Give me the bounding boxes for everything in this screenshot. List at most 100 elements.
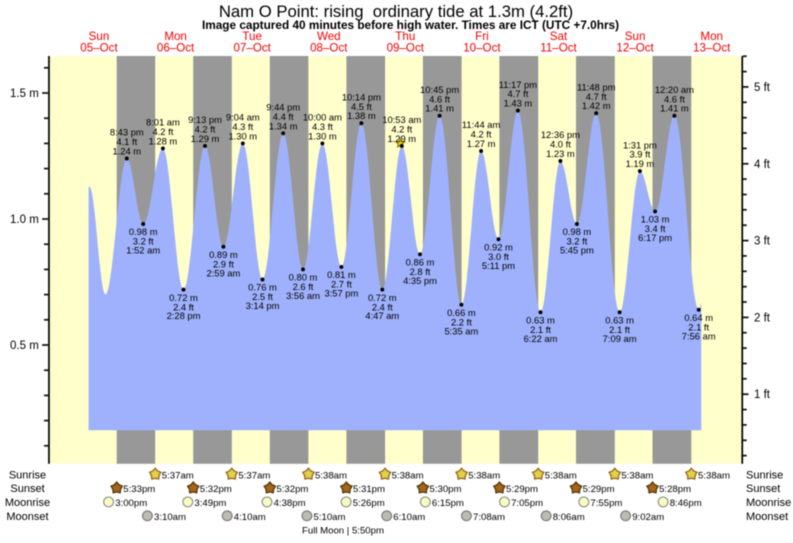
svg-text:3.2 ft: 3.2 ft	[133, 236, 154, 247]
svg-text:1.23 m: 1.23 m	[546, 148, 575, 159]
svg-text:05–Oct: 05–Oct	[80, 42, 118, 55]
svg-text:4.7 ft: 4.7 ft	[507, 88, 528, 99]
svg-text:5:37am: 5:37am	[162, 470, 194, 481]
svg-text:4.1 ft: 4.1 ft	[116, 136, 137, 147]
svg-text:6:17 pm: 6:17 pm	[638, 232, 672, 243]
svg-text:2.1 ft: 2.1 ft	[530, 324, 551, 335]
svg-text:5 ft: 5 ft	[754, 82, 771, 94]
svg-text:4.0 ft: 4.0 ft	[550, 139, 571, 150]
svg-text:07–Oct: 07–Oct	[234, 42, 272, 55]
svg-text:3:00pm: 3:00pm	[115, 498, 147, 509]
svg-text:1:52 am: 1:52 am	[126, 245, 160, 256]
svg-text:Tue: Tue	[242, 30, 262, 43]
svg-text:5:29pm: 5:29pm	[583, 484, 615, 495]
svg-text:12–Oct: 12–Oct	[616, 42, 654, 55]
svg-text:5:37am: 5:37am	[238, 470, 270, 481]
svg-text:0.64 m: 0.64 m	[684, 312, 713, 323]
svg-text:10:00 am: 10:00 am	[303, 112, 342, 123]
svg-text:Sunrise: Sunrise	[746, 469, 783, 481]
svg-text:11:48 pm: 11:48 pm	[577, 81, 616, 92]
svg-text:5:38am: 5:38am	[392, 470, 424, 481]
svg-text:1.38 m: 1.38 m	[347, 110, 376, 121]
svg-text:5:32pm: 5:32pm	[200, 484, 232, 495]
svg-text:5:38am: 5:38am	[698, 470, 730, 481]
svg-text:4:38pm: 4:38pm	[274, 498, 306, 509]
svg-text:1.03 m: 1.03 m	[641, 214, 670, 225]
svg-text:4.7 ft: 4.7 ft	[586, 91, 607, 102]
svg-text:Moonset: Moonset	[746, 511, 788, 523]
svg-text:Sunset: Sunset	[10, 483, 44, 495]
svg-text:1.30 m: 1.30 m	[308, 130, 337, 141]
svg-text:6:22 am: 6:22 am	[524, 333, 558, 344]
svg-text:0.63 m: 0.63 m	[605, 314, 634, 325]
svg-text:1.29 m: 1.29 m	[191, 133, 220, 144]
svg-text:1:31 pm: 1:31 pm	[623, 139, 657, 150]
svg-text:7:08am: 7:08am	[473, 512, 505, 523]
svg-text:0.98 m: 0.98 m	[129, 226, 158, 237]
svg-text:5:30pm: 5:30pm	[430, 484, 462, 495]
svg-text:5:31pm: 5:31pm	[353, 484, 385, 495]
svg-text:5:38am: 5:38am	[468, 470, 500, 481]
svg-text:12:36 pm: 12:36 pm	[541, 129, 580, 140]
svg-text:1.30 m: 1.30 m	[228, 130, 257, 141]
svg-text:5:29pm: 5:29pm	[506, 484, 538, 495]
svg-text:4.3 ft: 4.3 ft	[232, 121, 253, 132]
svg-text:2.4 ft: 2.4 ft	[173, 301, 194, 312]
svg-text:7:05pm: 7:05pm	[511, 498, 543, 509]
svg-text:Moonrise: Moonrise	[746, 497, 791, 509]
svg-text:3:10am: 3:10am	[154, 512, 186, 523]
svg-text:1.43 m: 1.43 m	[504, 98, 533, 109]
svg-text:9:04 am: 9:04 am	[226, 112, 260, 123]
svg-text:1.19 m: 1.19 m	[626, 158, 655, 169]
svg-text:Moonrise: Moonrise	[5, 497, 50, 509]
svg-text:5:45 pm: 5:45 pm	[560, 245, 594, 256]
svg-text:2.1 ft: 2.1 ft	[609, 324, 630, 335]
svg-text:8:46pm: 8:46pm	[670, 498, 702, 509]
svg-text:2.9 ft: 2.9 ft	[213, 258, 234, 269]
svg-text:3:56 am: 3:56 am	[286, 290, 320, 301]
svg-text:8:06am: 8:06am	[553, 512, 585, 523]
svg-text:5:32pm: 5:32pm	[276, 484, 308, 495]
svg-text:5:38am: 5:38am	[545, 470, 577, 481]
svg-text:5:26pm: 5:26pm	[353, 498, 385, 509]
svg-text:2.8 ft: 2.8 ft	[410, 266, 431, 277]
svg-text:11–Oct: 11–Oct	[540, 42, 577, 55]
svg-text:2.1 ft: 2.1 ft	[688, 321, 709, 332]
svg-text:Moonset: Moonset	[6, 511, 48, 523]
svg-text:11:44 am: 11:44 am	[462, 119, 501, 130]
svg-text:3.0 ft: 3.0 ft	[488, 251, 509, 262]
svg-text:7:55pm: 7:55pm	[590, 498, 622, 509]
svg-text:Sunrise: Sunrise	[9, 469, 46, 481]
svg-text:Mon: Mon	[164, 30, 187, 43]
svg-text:Sun: Sun	[89, 30, 110, 43]
svg-text:4.2 ft: 4.2 ft	[152, 126, 173, 137]
svg-text:12:20 am: 12:20 am	[655, 84, 694, 95]
svg-text:0.89 m: 0.89 m	[209, 249, 238, 260]
svg-text:4:47 am: 4:47 am	[365, 310, 399, 321]
svg-text:2.2 ft: 2.2 ft	[451, 316, 472, 327]
svg-text:0.66 m: 0.66 m	[447, 307, 476, 318]
svg-text:13–Oct: 13–Oct	[693, 42, 731, 55]
svg-text:2.4 ft: 2.4 ft	[372, 301, 393, 312]
svg-text:3:57 pm: 3:57 pm	[324, 288, 358, 299]
svg-text:1.34 m: 1.34 m	[269, 120, 298, 131]
svg-text:Full Moon | 5:50pm: Full Moon | 5:50pm	[302, 525, 384, 536]
svg-text:6:10am: 6:10am	[393, 512, 425, 523]
svg-text:10:45 pm: 10:45 pm	[420, 84, 459, 95]
svg-text:3.9 ft: 3.9 ft	[629, 149, 650, 160]
svg-text:2:28 pm: 2:28 pm	[167, 310, 201, 321]
svg-text:1.24 m: 1.24 m	[112, 146, 141, 157]
svg-text:5:28pm: 5:28pm	[659, 484, 691, 495]
svg-text:8:43 pm: 8:43 pm	[110, 127, 144, 138]
svg-text:Wed: Wed	[317, 30, 341, 43]
svg-text:0.72 m: 0.72 m	[169, 292, 198, 303]
svg-text:3.2 ft: 3.2 ft	[566, 236, 587, 247]
svg-text:4.4 ft: 4.4 ft	[273, 111, 294, 122]
svg-text:10:53 am: 10:53 am	[382, 114, 421, 125]
svg-text:10–Oct: 10–Oct	[463, 42, 501, 55]
svg-text:Sunset: Sunset	[746, 483, 780, 495]
svg-text:4.6 ft: 4.6 ft	[429, 93, 450, 104]
svg-text:Image captured 40 minutes befo: Image captured 40 minutes before high wa…	[202, 18, 619, 32]
svg-text:4:10am: 4:10am	[234, 512, 266, 523]
svg-text:3 ft: 3 ft	[754, 236, 771, 248]
